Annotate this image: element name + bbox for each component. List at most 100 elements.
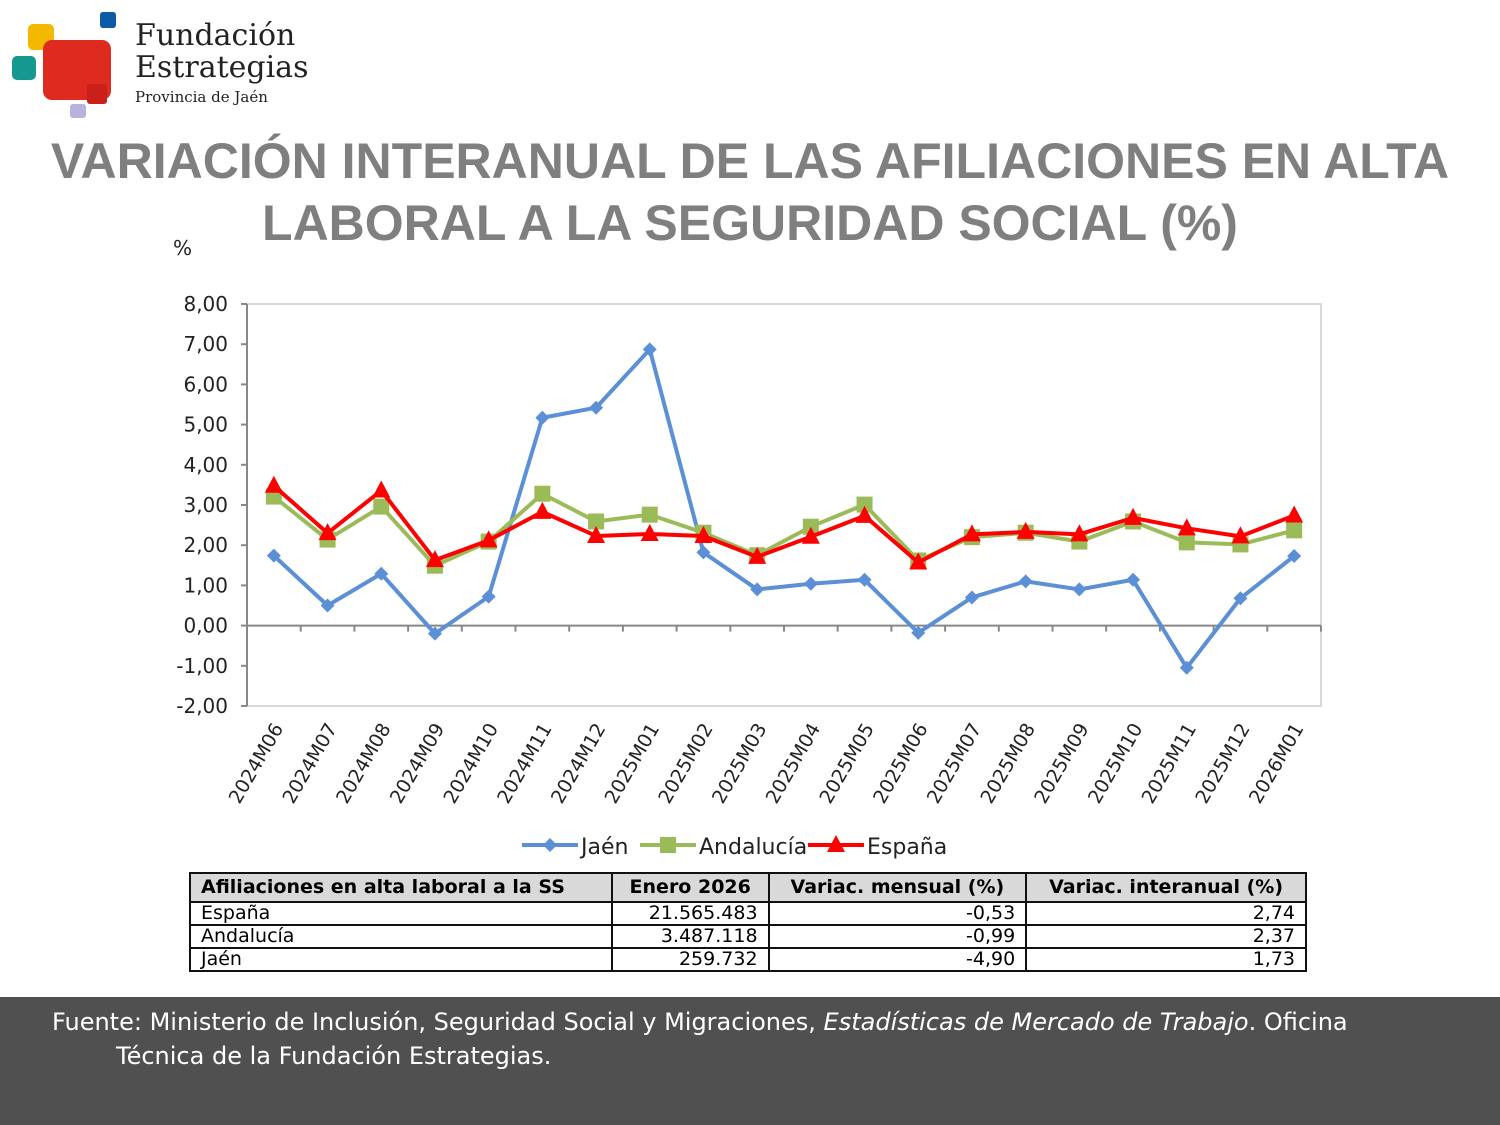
logo-name: Fundación Estrategias — [135, 20, 308, 84]
table-cell: -4,90 — [767, 947, 1028, 972]
data-point — [1287, 549, 1302, 564]
data-point — [1016, 521, 1035, 539]
data-point — [479, 530, 498, 548]
data-point — [642, 342, 657, 357]
data-point — [266, 548, 281, 563]
data-point — [374, 566, 389, 581]
table-cell: 2,37 — [1025, 924, 1307, 949]
y-tick-label: 3,00 — [183, 493, 228, 517]
data-point — [1233, 591, 1248, 606]
data-point — [1018, 574, 1033, 589]
line-chart: 8,00 7,00 6,00 5,00 4,00 3,00 2,00 1,00 0,00 -1,0… — [176, 292, 1322, 860]
table-cell: -0,53 — [767, 901, 1028, 926]
data-point — [318, 523, 337, 541]
data-point — [533, 501, 552, 519]
data-point — [534, 485, 551, 502]
data-point — [641, 506, 658, 523]
legend-label: Jaén — [579, 835, 628, 860]
legend-label: Andalucía — [699, 835, 807, 860]
data-point — [1231, 526, 1250, 544]
legend-marker — [827, 835, 845, 852]
column-header: Variac. mensual (%) — [767, 872, 1028, 903]
table-cell: 3.487.118 — [610, 924, 770, 949]
y-tick-label: 5,00 — [183, 413, 228, 437]
data-point — [1178, 534, 1195, 551]
data-point — [857, 572, 872, 587]
data-point — [425, 550, 444, 568]
data-point — [320, 598, 335, 613]
data-point — [1285, 505, 1304, 523]
column-header: Variac. interanual (%) — [1025, 872, 1307, 903]
y-tick-label: 7,00 — [183, 332, 228, 356]
data-point — [587, 525, 606, 543]
data-point — [535, 410, 550, 425]
y-tick-label: 2,00 — [183, 533, 228, 557]
logo-line2: Estrategias — [135, 50, 309, 85]
legend-label: España — [867, 835, 947, 860]
data-point — [803, 576, 818, 591]
data-point — [855, 505, 874, 523]
data-point — [750, 582, 765, 597]
data-point — [696, 545, 711, 560]
source-prefix: Fuente: Ministerio de Inclusión, Segurid… — [52, 1008, 824, 1036]
data-point — [1072, 582, 1087, 597]
table-row: España 21.565.483 -0,53 2,74 — [189, 901, 1307, 926]
data-point — [588, 513, 605, 530]
data-point — [427, 626, 442, 641]
column-header: Afiliaciones en alta laboral a la SS — [189, 872, 613, 903]
logo-subtitle: Provincia de Jaén — [135, 88, 268, 106]
plot-area — [246, 303, 1322, 707]
table-row: Jaén 259.732 -4,90 1,73 — [189, 947, 1307, 972]
legend-marker — [543, 838, 557, 852]
fundacion-estrategias-logo — [10, 10, 310, 122]
data-point — [1286, 522, 1303, 539]
table-cell: 21.565.483 — [610, 901, 770, 926]
column-header: Enero 2026 — [610, 872, 770, 903]
y-axis-label: % — [173, 236, 193, 260]
data-point — [1177, 518, 1196, 536]
source-publication: Estadísticas de Mercado de Trabajo — [823, 1008, 1249, 1036]
data-point — [802, 518, 819, 535]
x-tick-label: 2026M01 — [1245, 720, 1309, 808]
data-point — [748, 546, 767, 564]
table-cell: Jaén — [189, 947, 613, 972]
y-tick-label: 6,00 — [183, 372, 228, 396]
table-cell: España — [189, 901, 613, 926]
data-point — [964, 590, 979, 605]
logo-squares-icon — [12, 12, 116, 118]
table-cell: 259.732 — [610, 947, 770, 972]
data-point — [911, 625, 926, 640]
legend-marker — [660, 837, 676, 853]
data-point — [1126, 572, 1141, 587]
data-point — [373, 498, 390, 515]
y-tick-label: 1,00 — [183, 573, 228, 597]
series-line-1 — [272, 491, 1295, 568]
data-point — [694, 525, 713, 543]
table-row: Andalucía 3.487.118 -0,99 2,37 — [189, 924, 1307, 949]
data-point — [1070, 524, 1089, 542]
data-point — [909, 552, 928, 570]
summary-table: Afiliaciones en alta laboral a la SS Ener… — [189, 872, 1307, 972]
table-cell: 1,73 — [1025, 947, 1307, 972]
data-point — [640, 523, 659, 541]
source-suffix: . Oficina — [1248, 1008, 1348, 1036]
y-tick-label: 8,00 — [183, 292, 228, 316]
data-point — [1179, 660, 1194, 675]
table-cell: -0,99 — [767, 924, 1028, 949]
table-header-row: Afiliaciones en alta laboral a la SS Ener… — [189, 872, 1307, 903]
data-point — [264, 475, 283, 493]
y-tick-label: 4,00 — [183, 453, 228, 477]
y-tick-label: 0,00 — [183, 614, 228, 638]
table-cell: 2,74 — [1025, 901, 1307, 926]
logo-line1: Fundación — [135, 18, 296, 53]
source-footer: Fuente: Ministerio de Inclusión, Segurid… — [0, 997, 1500, 1125]
data-point — [962, 524, 981, 542]
data-point — [856, 496, 873, 513]
data-point — [481, 589, 496, 604]
series-line-2 — [272, 484, 1295, 565]
series-line-0 — [272, 347, 1296, 670]
table-cell: Andalucía — [189, 924, 613, 949]
data-point — [589, 400, 604, 415]
y-tick-label: -1,00 — [176, 654, 228, 678]
source-line2: Técnica de la Fundación Estrategias. — [116, 1042, 552, 1070]
